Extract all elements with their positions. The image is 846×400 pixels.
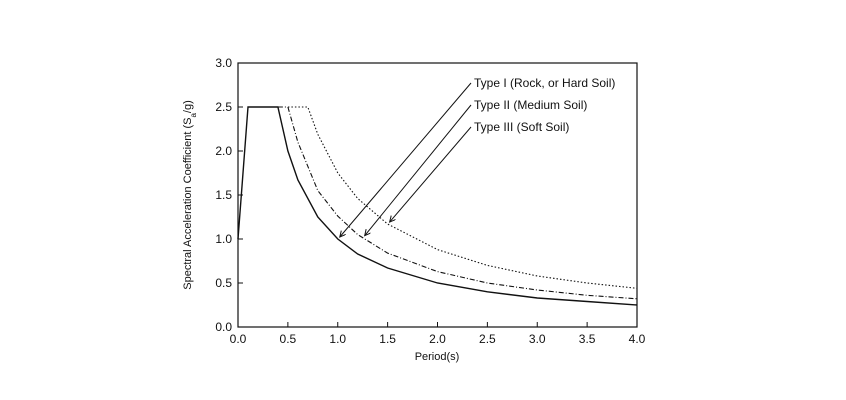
annotation-label: Type III (Soft Soil) (474, 120, 569, 134)
annotation-arrow (365, 104, 472, 236)
y-tick-label: 0.5 (215, 276, 232, 290)
x-tick-label: 1.0 (329, 332, 346, 346)
y-tick-label: 1.5 (215, 188, 232, 202)
x-tick-label: 2.5 (479, 332, 496, 346)
series-line-1 (237, 106, 638, 306)
x-tick-label: 2.0 (429, 332, 446, 346)
x-tick-label: 0.5 (280, 332, 297, 346)
series-line-3 (287, 106, 638, 289)
annotation-layer: Type I (Rock, or Hard Soil) Type II (Medi… (340, 76, 615, 237)
series-layer (237, 106, 638, 306)
x-tick-label: 3.5 (579, 332, 596, 346)
annotation-arrow (340, 82, 472, 237)
x-axis-ticks: 0.0 0.5 1.0 1.5 2.0 2.5 3.0 3.5 4.0 (230, 322, 646, 346)
annotation-arrow (390, 126, 472, 222)
y-tick-label: 2.5 (215, 100, 232, 114)
series-line-2 (277, 106, 638, 300)
annotation-label: Type II (Medium Soil) (474, 98, 587, 112)
y-tick-label: 3.0 (215, 56, 232, 70)
x-tick-label: 3.0 (529, 332, 546, 346)
x-tick-label: 1.5 (379, 332, 396, 346)
y-tick-label: 2.0 (215, 144, 232, 158)
y-axis-label: Spectral Acceleration Coefficient (Sa/g) (182, 100, 198, 290)
x-tick-label: 0.0 (230, 332, 247, 346)
y-tick-label: 1.0 (215, 232, 232, 246)
x-tick-label: 4.0 (629, 332, 646, 346)
annotation-label: Type I (Rock, or Hard Soil) (474, 76, 615, 90)
y-tick-label: 0.0 (215, 320, 232, 334)
x-axis-label: Period(s) (415, 351, 460, 363)
y-axis-ticks: 0.0 0.5 1.0 1.5 2.0 2.5 3.0 (215, 56, 243, 334)
